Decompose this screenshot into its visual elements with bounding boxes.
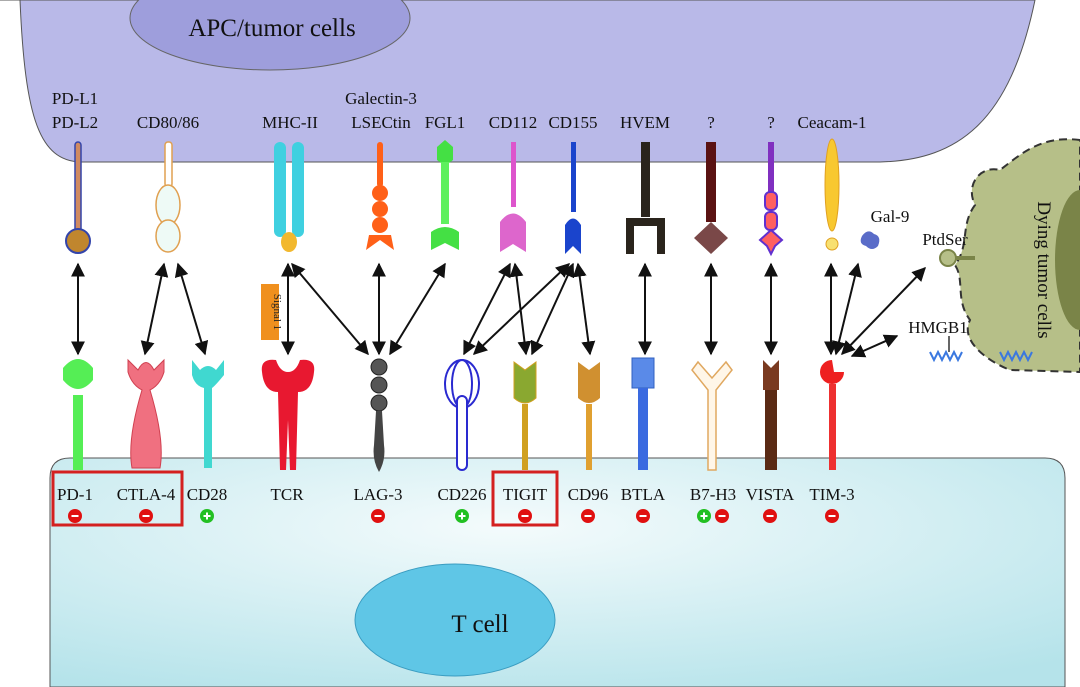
inhibitory-sign-icon <box>581 509 595 523</box>
t-cell-nucleus <box>354 563 556 677</box>
ligand-label: HVEM <box>620 113 670 132</box>
receptor-cd96 <box>578 362 600 470</box>
ligand-hmgb1 <box>929 336 1033 363</box>
receptor-ctla-4 <box>127 358 165 469</box>
ligand-label: Ceacam-1 <box>798 113 867 132</box>
ligand-ceacam-1 <box>824 138 840 251</box>
arrow-fgl1-lag3 <box>389 262 446 356</box>
label-ptdser: PtdSer <box>922 230 968 249</box>
receptor-tigit <box>513 361 537 470</box>
dying-nucleus <box>1055 190 1080 330</box>
signal-1-box <box>261 284 279 340</box>
ligand-gal-9 <box>860 231 880 249</box>
highlight-box-pd1-ctla4 <box>51 470 184 527</box>
ligand-unknown-2 <box>758 142 784 257</box>
receptor-label: CD96 <box>568 485 609 504</box>
ligand-labels: PD-L1 PD-L2 CD80/86 MHC-II Galectin-3 LSECtin… <box>52 89 867 132</box>
signal-1-label: Signal 1 <box>271 294 283 330</box>
ligand-label: MHC-II <box>262 113 318 132</box>
ligand-label: PD-L2 <box>52 113 98 132</box>
arrow-hmgb1-tim3 <box>850 334 899 358</box>
receptor-b7-h3 <box>691 360 733 471</box>
ligand-label: FGL1 <box>425 113 466 132</box>
ligand-lsectin <box>366 142 394 250</box>
apc-nucleus <box>129 0 411 71</box>
receptor-label: TIM-3 <box>809 485 854 504</box>
receptor-btla <box>631 357 655 470</box>
receptor-pd-1 <box>63 359 93 470</box>
ligand-hvem <box>626 142 665 254</box>
activating-sign-icon <box>697 509 711 523</box>
receptor-label: VISTA <box>746 485 795 504</box>
inhibitory-sign-icon <box>636 509 650 523</box>
inhibitory-sign-icon <box>518 509 532 523</box>
receptor-label: PD-1 <box>57 485 93 504</box>
receptor-label: TIGIT <box>503 485 548 504</box>
receptor-tcr <box>261 359 315 470</box>
dying-title: Dying tumor cells <box>1033 201 1054 338</box>
receptor-label: TCR <box>270 485 304 504</box>
inhibitory-sign-icon <box>825 509 839 523</box>
ligand-label: CD155 <box>548 113 597 132</box>
t-cell <box>49 457 1066 687</box>
t-cell-title: T cell <box>451 611 508 638</box>
receptor-lag-3 <box>370 358 388 472</box>
ligand-pd-l1 <box>65 141 91 254</box>
receptor-labels: PD-1 CTLA-4 CD28 TCR LAG-3 CD226 TIGIT CD96 BTLA… <box>57 485 855 523</box>
interaction-arrows <box>71 262 926 358</box>
inhibitory-sign-icon <box>371 509 385 523</box>
receptor-label: B7-H3 <box>690 485 736 504</box>
ligand-label: LSECtin <box>351 113 411 132</box>
inhibitory-sign-icon <box>763 509 777 523</box>
ligand-label-line1: Galectin-3 <box>345 89 417 108</box>
label-hmgb1: HMGB1 <box>908 318 968 337</box>
highlight-box-tigit <box>491 470 559 527</box>
receptor-label: CD28 <box>187 485 228 504</box>
inhibitory-sign-icon <box>68 509 82 523</box>
activating-sign-icon <box>455 509 469 523</box>
arrow-cd80-ctla4 <box>140 262 169 356</box>
inhibitory-sign-icon <box>139 509 153 523</box>
arrow-cd155-cd96 <box>572 262 596 356</box>
receptor-cd226 <box>444 359 480 471</box>
receptor-label: BTLA <box>621 485 666 504</box>
ligand-label: ? <box>767 113 775 132</box>
ligand-label: CD112 <box>489 113 538 132</box>
ligand-unknown-1 <box>694 142 728 254</box>
apc-title: APC/tumor cells <box>188 15 355 42</box>
ligand-fgl1 <box>431 140 459 250</box>
ligand-label: ? <box>707 113 715 132</box>
receptor-label: LAG-3 <box>353 485 402 504</box>
arrow-cd155-cd226 <box>472 263 571 355</box>
ligand-label: CD80/86 <box>137 113 199 132</box>
arrow-cd80-cd28 <box>174 262 209 356</box>
inhibitory-sign-icon <box>715 509 729 523</box>
ligand-cd112 <box>500 142 526 252</box>
ligand-cd155 <box>565 142 581 254</box>
ligand-ptdser <box>939 249 975 267</box>
ligand-label-line1: PD-L1 <box>52 89 98 108</box>
ligand-mhc-ii <box>274 142 304 252</box>
receptor-vista <box>763 360 779 470</box>
label-gal-9: Gal-9 <box>871 207 910 226</box>
receptor-tim-3 <box>820 360 844 470</box>
arrow-mhc-lag3 <box>291 262 369 356</box>
receptor-label: CTLA-4 <box>117 485 176 504</box>
dying-tumor-cell <box>953 138 1080 374</box>
receptor-label: CD226 <box>437 485 486 504</box>
activating-sign-icon <box>200 509 214 523</box>
arrow-cd155-tigit <box>530 262 575 356</box>
receptor-cd28 <box>192 360 224 468</box>
ligand-cd80-86 <box>155 141 181 253</box>
